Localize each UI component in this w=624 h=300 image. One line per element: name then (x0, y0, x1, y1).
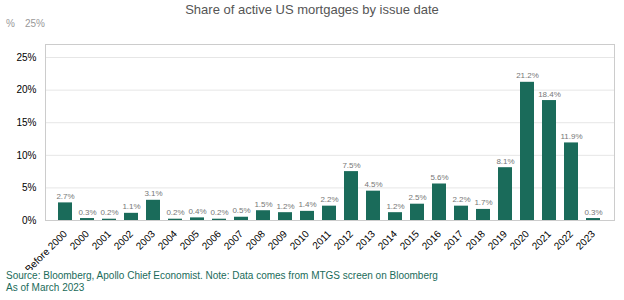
svg-text:11.9%: 11.9% (560, 132, 582, 141)
html-text:Share of active US mortgages b: Share of active US mortgages by issue da… (185, 2, 439, 17)
svg-text:0.5%: 0.5% (232, 206, 250, 215)
svg-text:1.2%: 1.2% (386, 202, 404, 211)
svg-text:2022: 2022 (552, 228, 576, 252)
svg-text:1.5%: 1.5% (254, 200, 272, 209)
html-text:25%: 25% (24, 18, 45, 29)
svg-text:0%: 0% (22, 215, 37, 226)
svg-text:2005: 2005 (178, 228, 202, 252)
svg-text:0.2%: 0.2% (100, 208, 118, 217)
svg-text:0.4%: 0.4% (188, 207, 206, 216)
svg-text:2001: 2001 (90, 228, 114, 252)
svg-text:1.2%: 1.2% (276, 202, 294, 211)
svg-text:2006: 2006 (200, 228, 224, 252)
svg-text:2.2%: 2.2% (452, 195, 470, 204)
svg-text:0.2%: 0.2% (210, 208, 228, 217)
svg-text:2019: 2019 (486, 228, 510, 252)
svg-text:2014: 2014 (376, 228, 400, 252)
svg-text:2017: 2017 (442, 228, 466, 252)
svg-text:2.2%: 2.2% (320, 195, 338, 204)
svg-text:2003: 2003 (134, 228, 158, 252)
svg-text:20%: 20% (16, 84, 36, 95)
svg-text:3.1%: 3.1% (144, 189, 162, 198)
svg-text:1.4%: 1.4% (298, 200, 316, 209)
svg-text:7.5%: 7.5% (342, 161, 360, 170)
svg-text:4.5%: 4.5% (364, 180, 382, 189)
svg-text:2010: 2010 (288, 228, 312, 252)
svg-text:2009: 2009 (266, 228, 290, 252)
svg-text:5%: 5% (22, 182, 37, 193)
svg-text:2000: 2000 (68, 228, 92, 252)
svg-text:5.6%: 5.6% (430, 173, 448, 182)
svg-text:2016: 2016 (420, 228, 444, 252)
svg-text:8.1%: 8.1% (496, 157, 514, 166)
svg-text:2.7%: 2.7% (56, 192, 74, 201)
svg-text:2.5%: 2.5% (408, 193, 426, 202)
svg-text:0.3%: 0.3% (584, 208, 602, 217)
svg-text:0.3%: 0.3% (78, 208, 96, 217)
svg-text:2008: 2008 (244, 228, 268, 252)
svg-text:18.4%: 18.4% (538, 90, 561, 99)
svg-text:2011: 2011 (310, 228, 333, 251)
svg-text:2002: 2002 (112, 228, 136, 252)
html-text:Source: Bloomberg, Apollo Chie: Source: Bloomberg, Apollo Chief Economis… (6, 270, 438, 293)
svg-text:2021: 2021 (530, 228, 554, 252)
svg-text:1.1%: 1.1% (122, 202, 140, 211)
svg-text:2007: 2007 (222, 228, 246, 252)
svg-text:15%: 15% (16, 117, 36, 128)
svg-text:21.2%: 21.2% (516, 71, 539, 80)
svg-text:10%: 10% (16, 150, 36, 161)
svg-text:2015: 2015 (398, 228, 422, 252)
svg-text:2004: 2004 (156, 228, 180, 252)
svg-text:25%: 25% (16, 52, 36, 63)
svg-text:Before 2000: Before 2000 (23, 228, 70, 270)
svg-text:2012: 2012 (332, 228, 356, 252)
svg-text:2020: 2020 (508, 228, 532, 252)
svg-text:2023: 2023 (574, 228, 598, 252)
svg-text:1.7%: 1.7% (474, 198, 492, 207)
svg-text:2018: 2018 (464, 228, 488, 252)
svg-text:2013: 2013 (354, 228, 378, 252)
svg-text:0.2%: 0.2% (166, 208, 184, 217)
